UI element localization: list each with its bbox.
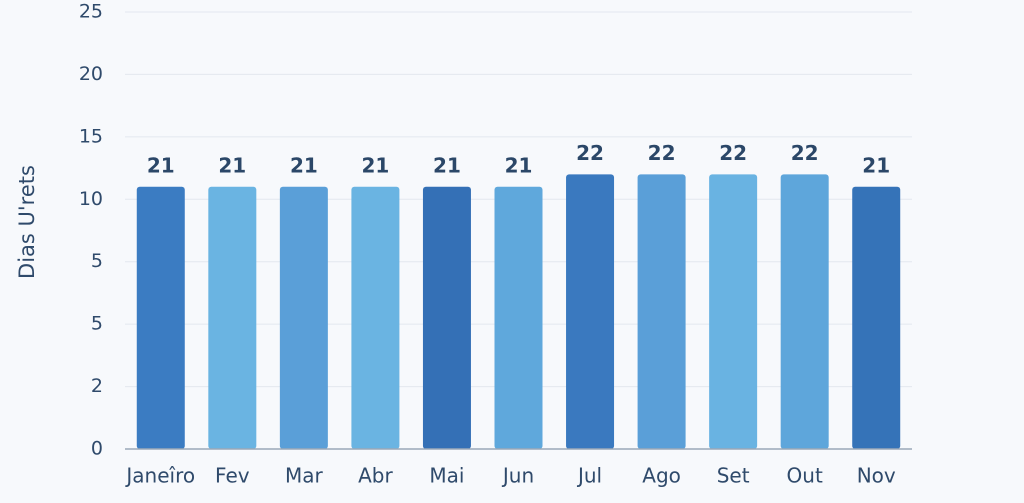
y-tick-label: 0: [91, 438, 103, 460]
bar: [709, 174, 758, 450]
x-tick-label: Jul: [576, 464, 602, 488]
y-tick-label: 10: [79, 188, 103, 210]
value-label: 21: [218, 153, 246, 177]
bar: [136, 186, 185, 450]
bar: [208, 186, 257, 450]
bar: [637, 174, 686, 450]
x-tick-label: Abr: [358, 464, 393, 488]
y-tick-label: 25: [79, 1, 103, 23]
value-label: 22: [791, 141, 819, 165]
value-label: 22: [719, 141, 747, 165]
x-tick-label: Janeîro: [124, 464, 195, 488]
value-label: 21: [433, 153, 461, 177]
x-tick-label: Out: [787, 464, 823, 488]
value-label: 22: [576, 141, 604, 165]
y-tick-label: 5: [91, 313, 103, 335]
bar: [780, 174, 829, 450]
x-tick-label: Ago: [642, 464, 681, 488]
value-label: 21: [862, 153, 890, 177]
value-label: 21: [290, 153, 318, 177]
bar: [566, 174, 615, 450]
y-tick-label: 20: [79, 63, 103, 85]
bar: [422, 186, 471, 450]
y-axis-label: Dias U'rets: [15, 165, 39, 279]
bar: [351, 186, 400, 450]
value-label: 21: [361, 153, 389, 177]
y-tick-label: 15: [79, 125, 103, 147]
x-tick-label: Jun: [501, 464, 534, 488]
value-label: 22: [648, 141, 676, 165]
value-label: 21: [505, 153, 533, 177]
y-tick-label: 2: [91, 375, 103, 397]
bar: [279, 186, 328, 450]
y-tick-label: 5: [91, 250, 103, 272]
x-tick-label: Nov: [857, 464, 896, 488]
x-tick-label: Mar: [285, 464, 324, 488]
bar: [494, 186, 543, 450]
x-tick-label: Fev: [215, 464, 250, 488]
x-tick-label: Set: [717, 464, 750, 488]
value-label: 21: [147, 153, 175, 177]
x-tick-label: Mai: [429, 464, 464, 488]
bar: [852, 186, 901, 450]
